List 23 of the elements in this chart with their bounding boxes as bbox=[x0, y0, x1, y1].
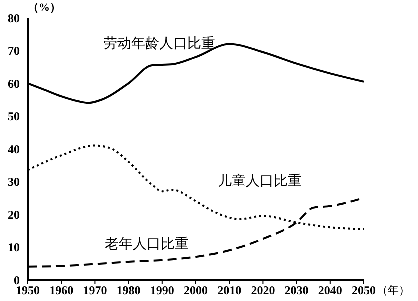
x-axis-title: （年） bbox=[377, 284, 410, 298]
y-tick-label: 20 bbox=[8, 208, 20, 222]
x-tick-label: 1980 bbox=[116, 284, 141, 298]
y-axis-title: （%） bbox=[28, 2, 61, 15]
series-label: 劳动年龄人口比重 bbox=[103, 36, 216, 52]
x-tick-label: 1970 bbox=[83, 284, 108, 298]
x-tick-label: 2040 bbox=[318, 284, 342, 298]
y-tick-label: 30 bbox=[8, 175, 20, 190]
x-tick-label: 2020 bbox=[251, 284, 276, 298]
x-tick-label: 2000 bbox=[184, 284, 208, 298]
y-tick-label: 50 bbox=[8, 110, 20, 124]
y-tick-label: 40 bbox=[8, 142, 20, 156]
x-tick-label: 2030 bbox=[284, 284, 309, 298]
y-tick-label: 80 bbox=[8, 11, 20, 26]
y-tick-label: 10 bbox=[8, 240, 20, 255]
y-tick-label: 60 bbox=[8, 76, 20, 91]
x-tick-label: 1990 bbox=[150, 284, 174, 298]
x-tick-label: 2050 bbox=[352, 284, 376, 298]
series-label: 儿童人口比重 bbox=[218, 173, 302, 190]
y-tick-label: 70 bbox=[8, 44, 20, 58]
series-label: 老年人口比重 bbox=[105, 236, 190, 252]
x-tick-label: 2010 bbox=[218, 284, 242, 298]
x-tick-label: 1960 bbox=[50, 284, 74, 298]
